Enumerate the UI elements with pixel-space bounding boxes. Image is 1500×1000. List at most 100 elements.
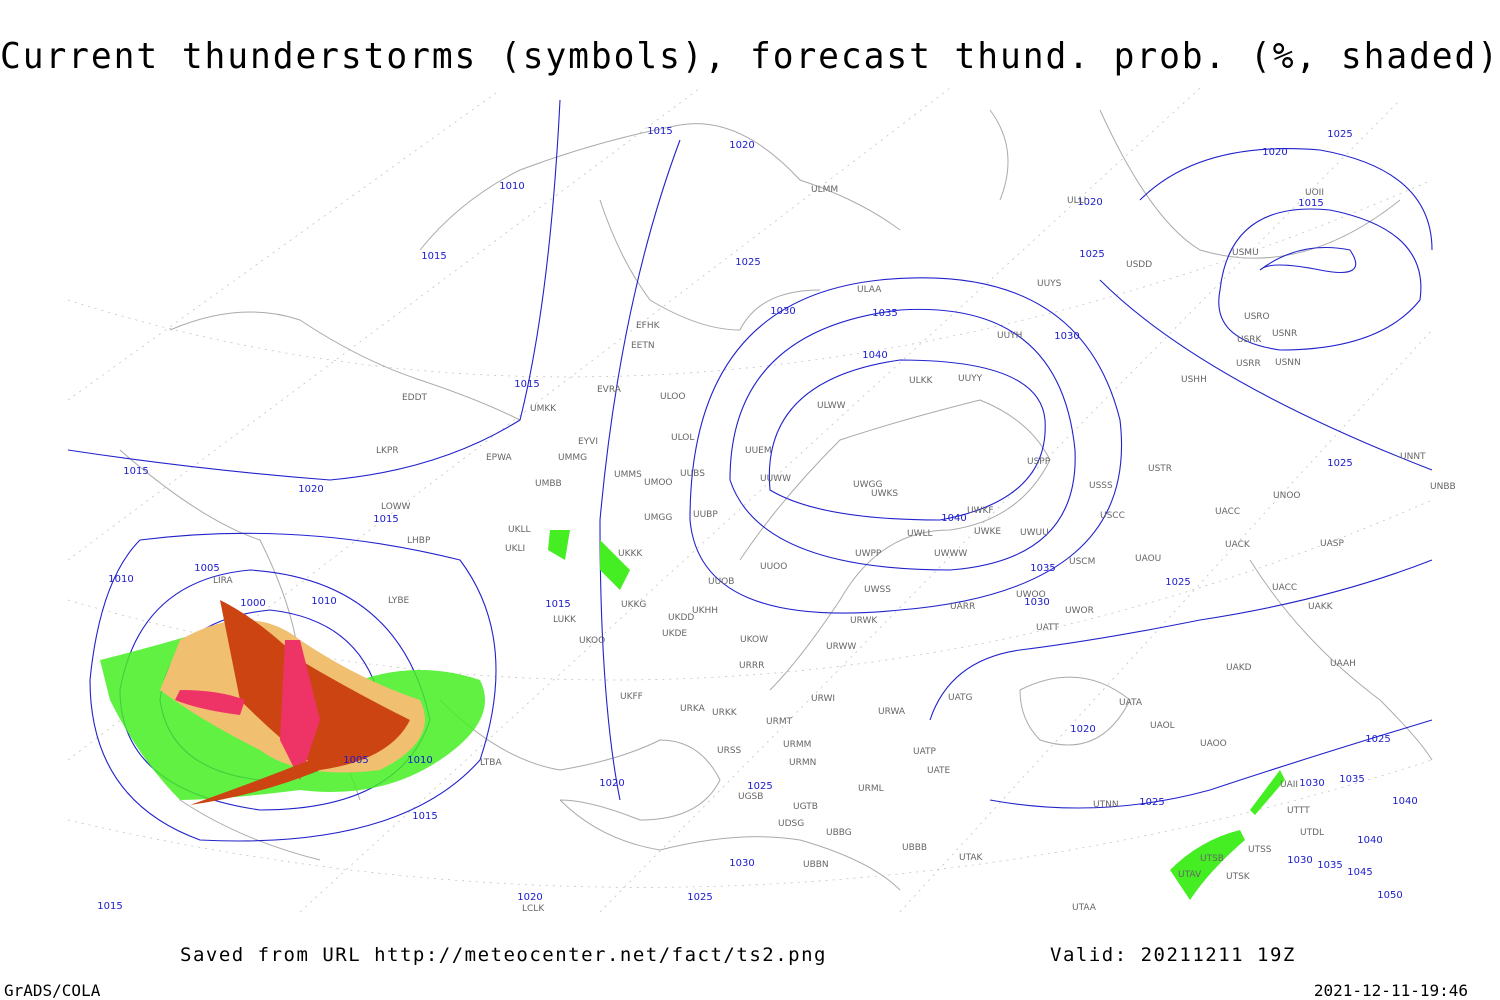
station-label: UGSB (738, 792, 763, 802)
station-label: UAOL (1150, 721, 1175, 731)
station-label: UATG (948, 693, 973, 703)
station-label: EETN (631, 341, 655, 351)
station-label: UWLL (907, 529, 933, 539)
station-label: UBBG (826, 828, 852, 838)
station-label: UDSG (778, 819, 804, 829)
station-label: UWOO (1016, 590, 1046, 600)
station-label: USRR (1236, 359, 1261, 369)
station-label: UMKK (530, 404, 557, 414)
isobar-label: 1040 (1357, 835, 1382, 846)
isobar-label: 1010 (499, 181, 524, 192)
isobar-label: 1005 (194, 563, 219, 574)
station-label: UTSS (1248, 845, 1272, 855)
isobar-label: 1030 (1024, 597, 1049, 608)
station-label: UAKK (1308, 602, 1334, 612)
station-label: UWKS (871, 489, 898, 499)
station-label: USRK (1237, 335, 1263, 345)
isobar-label: 1020 (298, 484, 323, 495)
station-label: USHH (1181, 375, 1207, 385)
isobar-label: 1015 (545, 599, 570, 610)
station-label: EDDT (402, 393, 428, 403)
station-label: LCLK (522, 904, 545, 914)
station-label: URMM (783, 740, 811, 750)
source-url: Saved from URL http://meteocenter.net/fa… (180, 944, 827, 966)
station-label: URML (858, 784, 884, 794)
isobar-label: 1000 (240, 598, 265, 609)
isobar-label: 1030 (729, 858, 754, 869)
timestamp: 2021-12-11-19:46 (1314, 981, 1468, 1000)
title: Current thunderstorms (symbols), forecas… (0, 36, 1500, 77)
station-label: LOWW (381, 502, 411, 512)
station-label: LYBE (388, 596, 409, 606)
isobar-label: 1020 (599, 778, 624, 789)
isobar-label: 1015 (647, 126, 672, 137)
station-label: UACK (1225, 540, 1251, 550)
station-label: USNN (1275, 358, 1301, 368)
station-label: UAAH (1330, 659, 1356, 669)
isobar-label: 1010 (407, 755, 432, 766)
station-label: UUBP (693, 510, 718, 520)
isobar-label: 1050 (1377, 890, 1402, 901)
station-label: UKLL (508, 525, 531, 535)
station-label: URMN (789, 758, 816, 768)
station-label: UMOO (644, 478, 673, 488)
station-label: UMMG (558, 453, 587, 463)
station-label: LTBA (480, 758, 502, 768)
station-label: UKDE (662, 629, 687, 639)
station-label: UMMS (614, 470, 642, 480)
station-label: UTDL (1300, 828, 1324, 838)
station-label: UKOW (740, 635, 768, 645)
station-label: UATT (1036, 623, 1059, 633)
isobar-label: 1010 (108, 574, 133, 585)
station-label: UTAA (1072, 903, 1097, 913)
station-label: UAKD (1226, 663, 1252, 673)
station-label: UBBB (902, 843, 927, 853)
isobar-label: 1015 (514, 379, 539, 390)
station-label: USCC (1100, 511, 1125, 521)
isobar-label: 1035 (872, 308, 897, 319)
station-label: UATA (1119, 698, 1143, 708)
station-label: UKFF (620, 692, 643, 702)
station-label: UUYS (1037, 279, 1062, 289)
station-label: EPWA (486, 453, 513, 463)
isobar-label: 1035 (1030, 563, 1055, 574)
station-label: UGTB (793, 802, 818, 812)
station-label: EVRA (597, 385, 622, 395)
isobar-label: 1015 (123, 466, 148, 477)
station-label: ULMM (811, 185, 838, 195)
station-label: UTAK (959, 853, 984, 863)
station-label: UNNT (1400, 452, 1426, 462)
isobar-label: 1025 (1365, 734, 1390, 745)
isobar-label: 1020 (517, 892, 542, 903)
station-label: UUOO (760, 562, 787, 572)
station-label: ULKK (909, 376, 934, 386)
station-label: USCM (1069, 557, 1095, 567)
station-label: LIRA (213, 576, 234, 586)
station-label: UBBN (803, 860, 829, 870)
isobar-labels: 1015 1020 1010 1015 1025 1030 1035 1040 1015 1015… (97, 126, 1417, 912)
station-label: UWKF (967, 506, 994, 516)
isobar-label: 1025 (735, 257, 760, 268)
valid-time: Valid: 20211211 19Z (1050, 944, 1296, 966)
station-label: UMGG (644, 513, 672, 523)
station-label: USTR (1148, 464, 1172, 474)
station-label: USMU (1232, 248, 1259, 258)
station-label: EYVI (578, 437, 598, 447)
isobar-label: 1025 (1165, 577, 1190, 588)
station-label: UKHH (692, 606, 718, 616)
station-label: USPP (1027, 457, 1051, 467)
station-label: LHBP (407, 536, 431, 546)
station-label: UKDD (668, 613, 694, 623)
station-label: USRO (1244, 312, 1270, 322)
isobar-label: 1020 (729, 140, 754, 151)
station-label: UKOO (579, 636, 605, 646)
station-label: UWKE (974, 527, 1001, 537)
station-label: UTTT (1287, 806, 1310, 816)
software: GrADS/COLA (4, 981, 101, 1000)
station-label: URKK (712, 708, 738, 718)
station-label: URSS (717, 746, 742, 756)
station-label: UUOB (708, 577, 734, 587)
isobar-label: 1020 (1077, 197, 1102, 208)
isobar-label: 1010 (311, 596, 336, 607)
station-label: UWSS (864, 585, 891, 595)
